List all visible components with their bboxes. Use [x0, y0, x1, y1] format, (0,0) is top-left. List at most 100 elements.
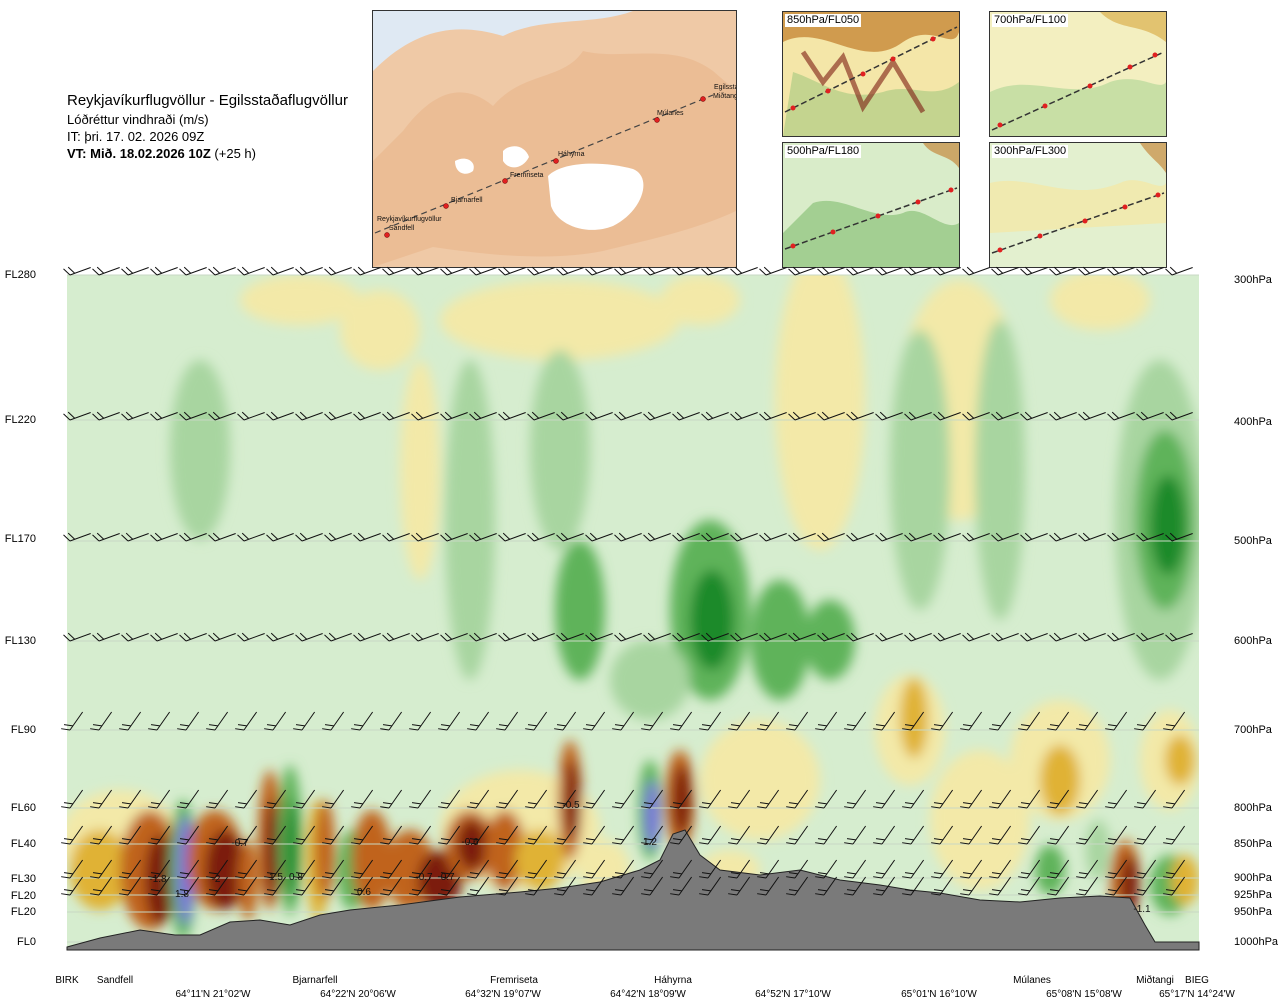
- wind-barb: [960, 859, 983, 879]
- wind-barb: [556, 632, 584, 642]
- wind-barb: [411, 632, 439, 642]
- wind-barb: [266, 266, 294, 276]
- wind-barb: [237, 266, 265, 276]
- wind-barb: [815, 789, 838, 809]
- wind-barb: [324, 266, 352, 276]
- wind-barb: [554, 859, 577, 879]
- map-label-sandfell: Sandfell: [389, 225, 415, 232]
- wind-barb: [643, 532, 671, 542]
- wind-barb: [902, 876, 925, 896]
- hpa-label-400: 400hPa: [1234, 416, 1272, 428]
- wind-barb: [1165, 532, 1193, 542]
- wind-barb: [728, 859, 751, 879]
- route-map-graphic: Reykjavíkurflugvöllur Sandfell Bjarnarfe…: [373, 11, 736, 267]
- wind-barb: [266, 632, 294, 642]
- hpa-label-700: 700hPa: [1234, 724, 1272, 736]
- wind-barb: [585, 632, 613, 642]
- wind-barb: [496, 825, 519, 845]
- wind-barb: [873, 789, 896, 809]
- field-cell: [70, 830, 130, 910]
- wind-barb: [440, 632, 468, 642]
- wind-barb: [875, 411, 903, 421]
- wind-barb: [933, 266, 961, 276]
- fl-label-fl40: FL40: [10, 838, 36, 850]
- wind-barb: [90, 876, 113, 896]
- hpa-label-800: 800hPa: [1234, 802, 1272, 814]
- wind-barb: [583, 825, 606, 845]
- value-annotation: -1.8: [149, 874, 167, 885]
- fl-label-fl130: FL130: [4, 635, 36, 647]
- field-cell: [1171, 855, 1199, 905]
- map-label-midtangi: Miðtangi: [713, 92, 736, 100]
- wind-barb: [933, 411, 961, 421]
- wind-barb: [90, 711, 113, 731]
- wind-barb: [788, 266, 816, 276]
- field-cell: [170, 360, 230, 540]
- wind-barb: [670, 859, 693, 879]
- wind-barb: [206, 711, 229, 731]
- wind-barb: [1018, 789, 1041, 809]
- wind-barb: [525, 711, 548, 731]
- wind-barb: [264, 789, 287, 809]
- wind-barb: [382, 632, 410, 642]
- wind-barb: [875, 266, 903, 276]
- wind-barb: [179, 266, 207, 276]
- field-cell: [890, 330, 950, 610]
- panel-700hpa: 700hPa/FL100: [989, 11, 1167, 137]
- wind-barb: [266, 532, 294, 542]
- field-cell: [930, 750, 1030, 890]
- wind-barb: [585, 411, 613, 421]
- wind-barb: [498, 532, 526, 542]
- wind-barb: [1134, 825, 1157, 845]
- field-cell: [610, 640, 690, 720]
- wind-barb: [614, 411, 642, 421]
- fl-label-fl30: FL30: [10, 873, 36, 885]
- wind-barb: [293, 711, 316, 731]
- valid-time-offset: (+25 h): [214, 146, 256, 161]
- wind-barb: [324, 411, 352, 421]
- wind-barb: [90, 825, 113, 845]
- page-title: Reykjavíkurflugvöllur - Egilsstaðaflugvö…: [67, 92, 348, 109]
- wind-barb: [1134, 789, 1157, 809]
- field-cell: [555, 540, 605, 680]
- wind-barb: [786, 789, 809, 809]
- wind-barb: [904, 532, 932, 542]
- wind-barb: [295, 532, 323, 542]
- wind-barb: [554, 876, 577, 896]
- value-annotation: -0.7: [231, 838, 249, 849]
- wind-barb: [844, 876, 867, 896]
- wind-barb: [931, 859, 954, 879]
- wind-barb: [931, 876, 954, 896]
- wind-barb: [351, 825, 374, 845]
- wind-barb: [614, 632, 642, 642]
- wind-barb: [759, 532, 787, 542]
- wind-barb: [322, 859, 345, 879]
- wind-barb: [208, 411, 236, 421]
- route-map: Reykjavíkurflugvöllur Sandfell Bjarnarfe…: [372, 10, 737, 268]
- wind-barb: [1020, 411, 1048, 421]
- wind-barb: [351, 876, 374, 896]
- coord-label-2: 64°22'N 20°06'W: [320, 989, 396, 1000]
- wind-barb: [846, 266, 874, 276]
- wind-barb: [728, 825, 751, 845]
- field-cell: [1040, 745, 1080, 815]
- value-annotation: -0.7: [437, 872, 455, 883]
- wind-barb: [1076, 825, 1099, 845]
- wind-barb: [1078, 532, 1106, 542]
- wind-barb: [440, 532, 468, 542]
- wind-barb: [1163, 711, 1186, 731]
- wind-barb: [527, 266, 555, 276]
- panel-500hpa: 500hPa/FL180: [782, 142, 960, 268]
- wind-barb: [92, 632, 120, 642]
- wind-barb: [670, 825, 693, 845]
- map-label-hahyrna: Háhyrna: [558, 151, 585, 158]
- wind-barb: [61, 876, 84, 896]
- wind-barb: [90, 859, 113, 879]
- wind-barb: [989, 825, 1012, 845]
- wind-barb: [498, 632, 526, 642]
- wind-barb: [960, 876, 983, 896]
- wind-barb: [989, 876, 1012, 896]
- wind-barb: [322, 876, 345, 896]
- wind-barb: [264, 876, 287, 896]
- value-annotation: -0.5: [562, 800, 580, 811]
